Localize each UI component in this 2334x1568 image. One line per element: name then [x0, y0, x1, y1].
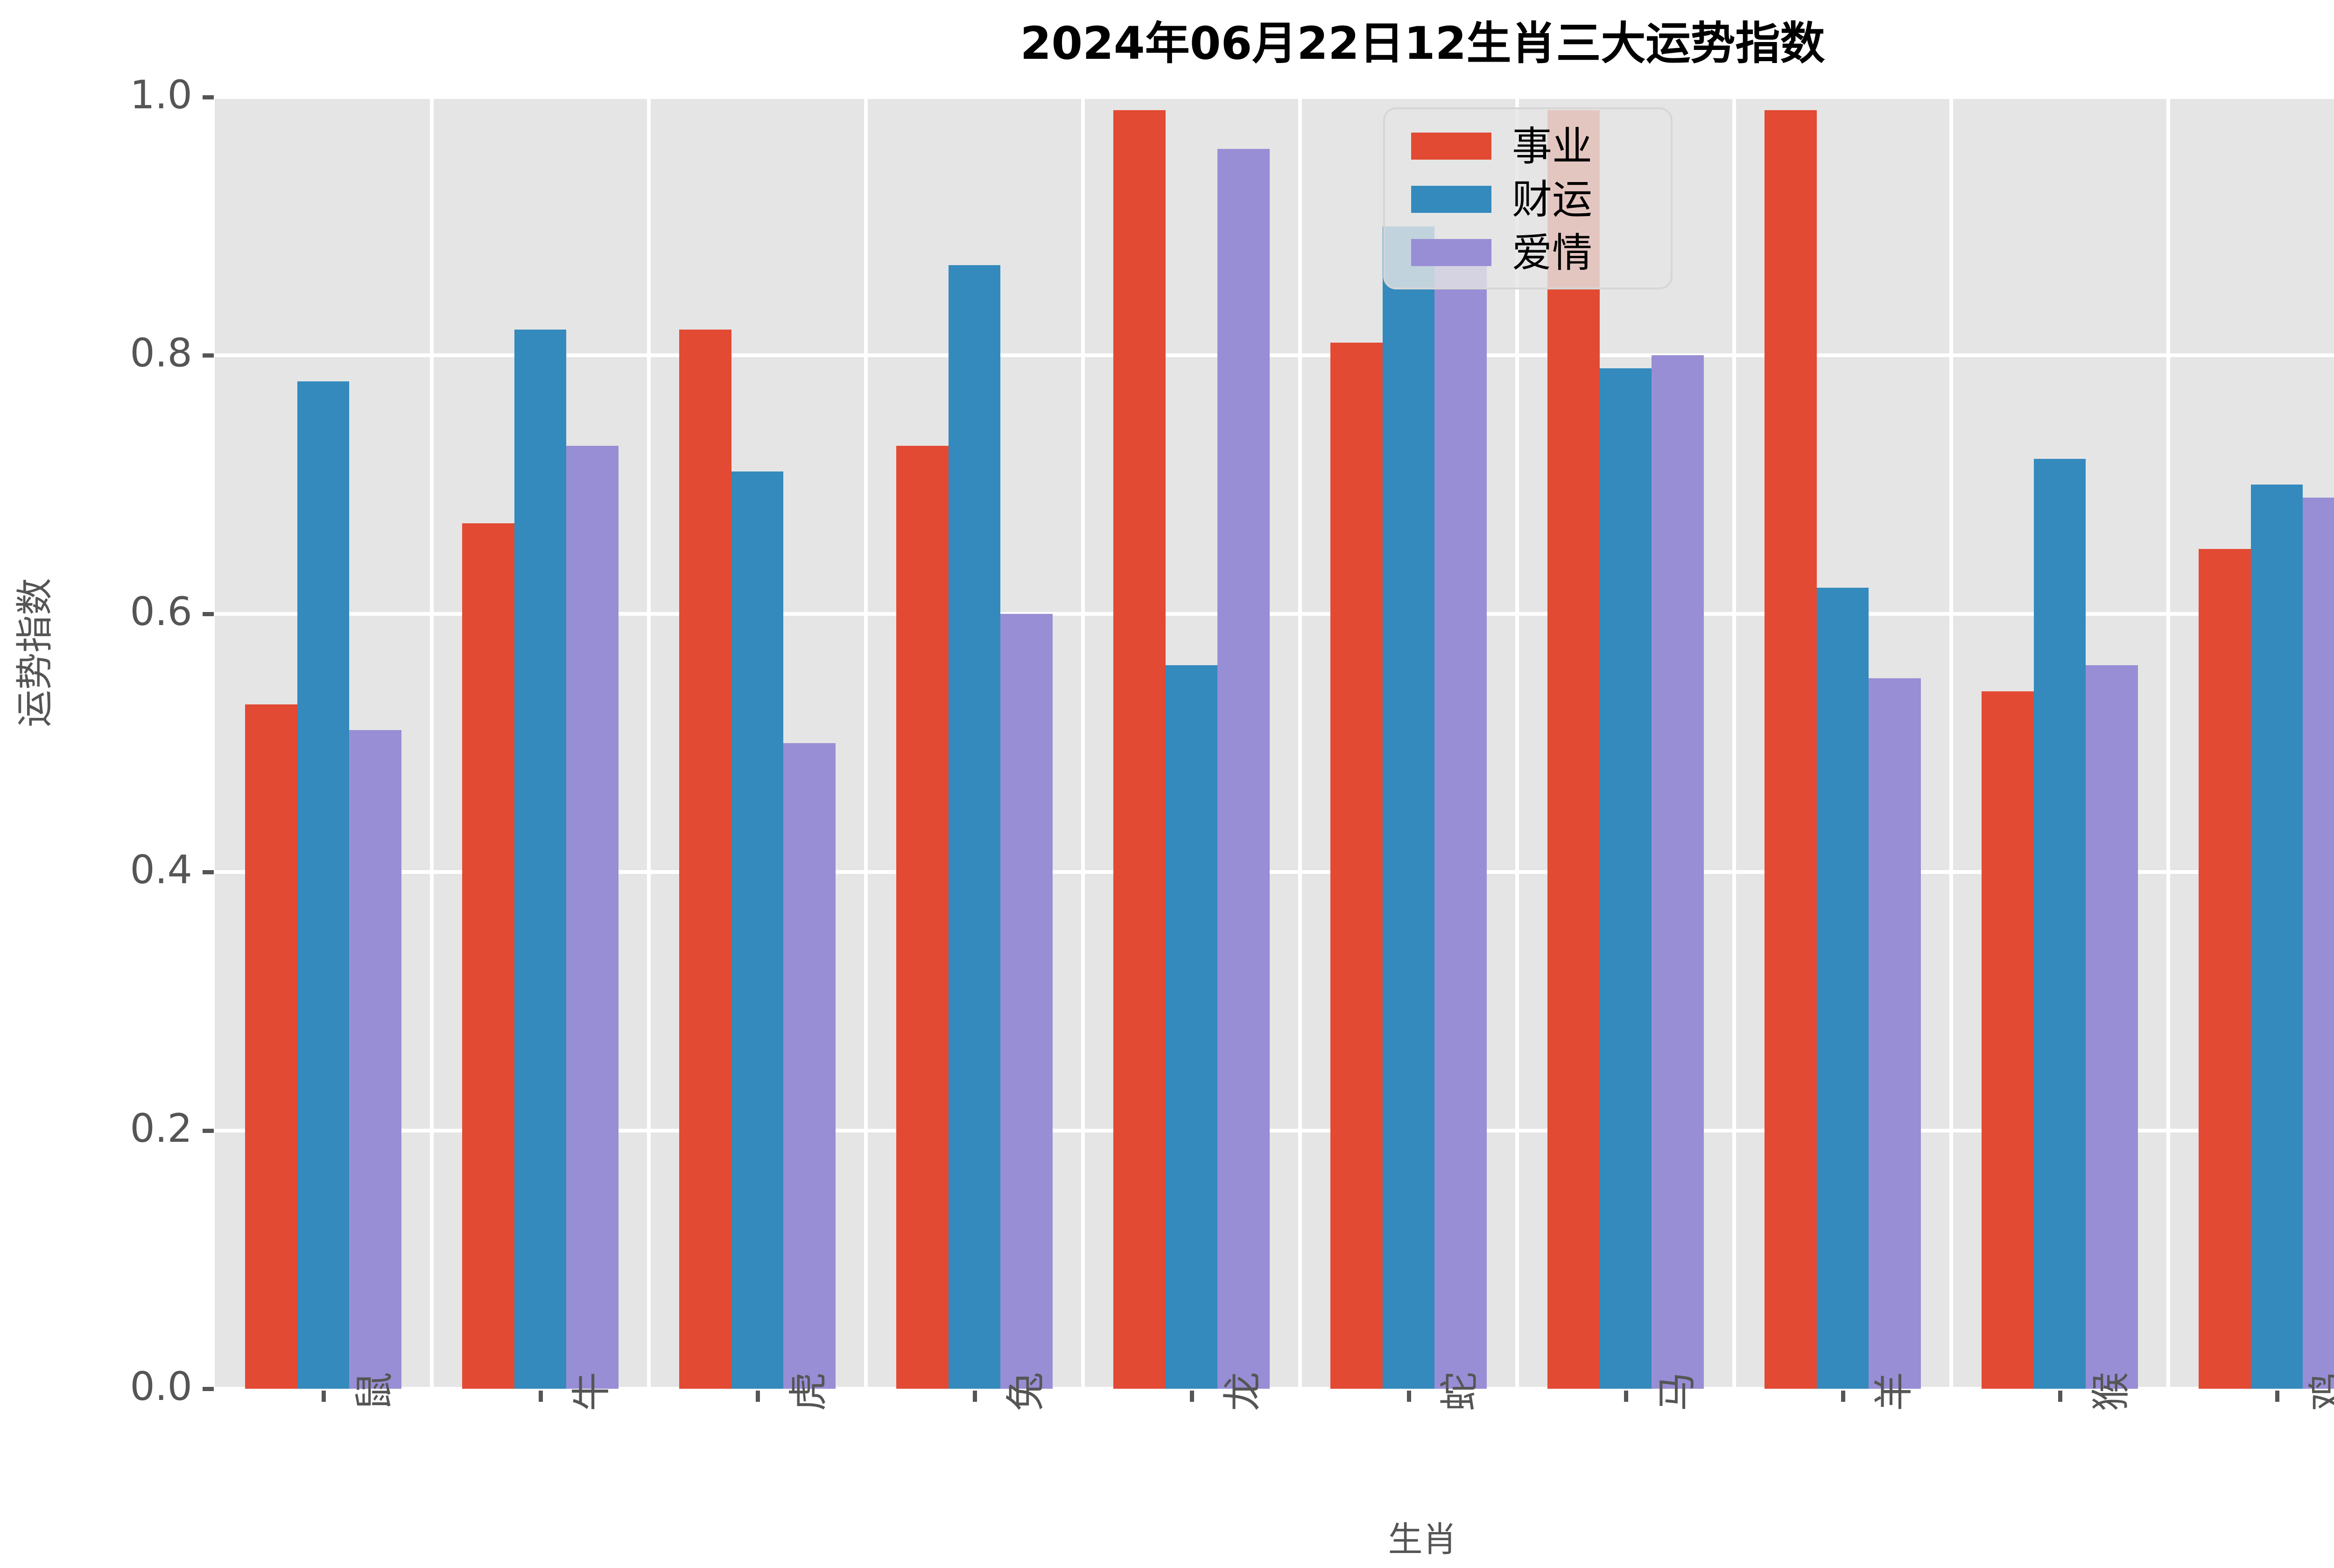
bar-羊-财运	[1816, 588, 1869, 1389]
x-tick-label-蛇: 蛇	[1436, 1371, 1483, 1411]
bars-layer	[215, 97, 2334, 1389]
bar-羊-爱情	[1869, 678, 1921, 1389]
y-tick-label: 0.2	[130, 1105, 192, 1151]
plot-area	[215, 95, 2334, 1391]
x-tick-mark	[1406, 1391, 1411, 1402]
gridline-vertical	[647, 97, 651, 1389]
x-tick-label-牛: 牛	[568, 1371, 614, 1411]
x-tick-mark	[2058, 1391, 2062, 1402]
x-axis-label: 生肖	[1388, 1519, 1457, 1560]
bar-龙-财运	[1165, 665, 1218, 1389]
legend-swatch-财运	[1411, 186, 1491, 213]
gridline-vertical	[1081, 97, 1085, 1389]
gridline-vertical	[1732, 97, 1736, 1389]
bar-龙-事业	[1113, 110, 1166, 1389]
gridline-horizontal	[215, 95, 2334, 99]
gridline-vertical	[430, 97, 434, 1389]
bar-猴-事业	[1982, 691, 2034, 1389]
bar-牛-财运	[514, 330, 567, 1389]
x-tick-label-鸡: 鸡	[2297, 1372, 2334, 1411]
bar-虎-事业	[679, 330, 731, 1389]
bar-猴-爱情	[2086, 665, 2138, 1389]
bar-牛-爱情	[566, 446, 619, 1389]
y-tick-label: 1.0	[130, 72, 192, 118]
x-tick-label-龙: 龙	[1219, 1371, 1265, 1411]
gridline-vertical	[1949, 97, 1953, 1389]
x-tick-mark	[755, 1391, 760, 1402]
x-tick-mark	[1841, 1391, 1845, 1402]
bar-鼠-事业	[245, 704, 297, 1389]
bar-羊-事业	[1765, 110, 1817, 1389]
gridline-vertical	[864, 97, 868, 1389]
legend-item-财运: 财运	[1385, 176, 1671, 229]
x-tick-mark	[321, 1391, 326, 1402]
bar-鸡-爱情	[2303, 497, 2334, 1389]
bar-马-财运	[1599, 368, 1652, 1389]
y-tick-label: 0.4	[130, 847, 192, 893]
legend-label: 爱情	[1512, 230, 1592, 276]
gridline-horizontal	[215, 353, 2334, 358]
bar-虎-财运	[731, 471, 784, 1389]
bar-兔-事业	[896, 446, 949, 1389]
bar-马-事业	[1547, 110, 1600, 1389]
chart-legend: 事业 财运 爱情	[1383, 107, 1673, 289]
bar-蛇-事业	[1330, 342, 1383, 1389]
x-tick-label-羊: 羊	[1870, 1371, 1917, 1411]
legend-item-事业: 事业	[1385, 122, 1671, 176]
bar-鸡-财运	[2250, 485, 2303, 1389]
x-tick-mark	[1624, 1391, 1628, 1402]
bar-牛-事业	[462, 523, 514, 1389]
x-tick-mark	[1189, 1391, 1194, 1402]
bar-兔-财运	[948, 265, 1001, 1389]
gridline-horizontal	[215, 1387, 2334, 1391]
y-tick-mark	[203, 95, 214, 99]
y-tick-mark	[203, 870, 214, 875]
gridline-horizontal	[215, 870, 2334, 874]
x-tick-label-虎: 虎	[785, 1371, 831, 1411]
x-tick-label-猴: 猴	[2088, 1371, 2134, 1411]
bar-鼠-爱情	[349, 730, 401, 1389]
y-tick-mark	[203, 1128, 214, 1133]
gridline-vertical	[1298, 97, 1302, 1389]
y-tick-mark	[203, 1387, 214, 1391]
y-tick-label: 0.8	[130, 330, 192, 376]
bar-鼠-财运	[297, 381, 350, 1389]
legend-swatch-爱情	[1411, 239, 1491, 266]
gridline-vertical	[2166, 97, 2170, 1389]
x-tick-label-鼠: 鼠	[351, 1371, 397, 1411]
legend-item-爱情: 爱情	[1385, 229, 1671, 282]
legend-label: 财运	[1512, 176, 1592, 223]
gridline-horizontal	[215, 1128, 2334, 1132]
gridline-vertical	[1515, 97, 1519, 1389]
bar-虎-爱情	[783, 743, 836, 1389]
y-tick-label: 0.6	[130, 588, 192, 634]
bar-龙-爱情	[1217, 148, 1270, 1389]
bar-蛇-财运	[1382, 226, 1435, 1389]
legend-label: 事业	[1512, 123, 1592, 170]
x-tick-mark	[2275, 1391, 2279, 1402]
x-tick-label-马: 马	[1653, 1371, 1700, 1411]
x-tick-mark	[972, 1391, 977, 1402]
bar-蛇-爱情	[1434, 252, 1487, 1389]
bar-马-爱情	[1652, 355, 1704, 1389]
y-tick-label: 0.0	[130, 1364, 192, 1409]
x-tick-label-兔: 兔	[1002, 1371, 1048, 1411]
legend-swatch-事业	[1411, 133, 1491, 160]
bar-猴-财运	[2033, 458, 2086, 1389]
bar-鸡-事业	[2199, 549, 2251, 1389]
chart-title: 2024年06月22日12生肖三大运势指数	[1020, 17, 1825, 70]
bar-兔-爱情	[1000, 613, 1053, 1389]
x-tick-mark	[538, 1391, 543, 1402]
y-tick-mark	[203, 353, 214, 358]
y-axis-label: 运势指数	[13, 578, 56, 727]
gridline-horizontal	[215, 612, 2334, 616]
y-tick-mark	[203, 612, 214, 616]
